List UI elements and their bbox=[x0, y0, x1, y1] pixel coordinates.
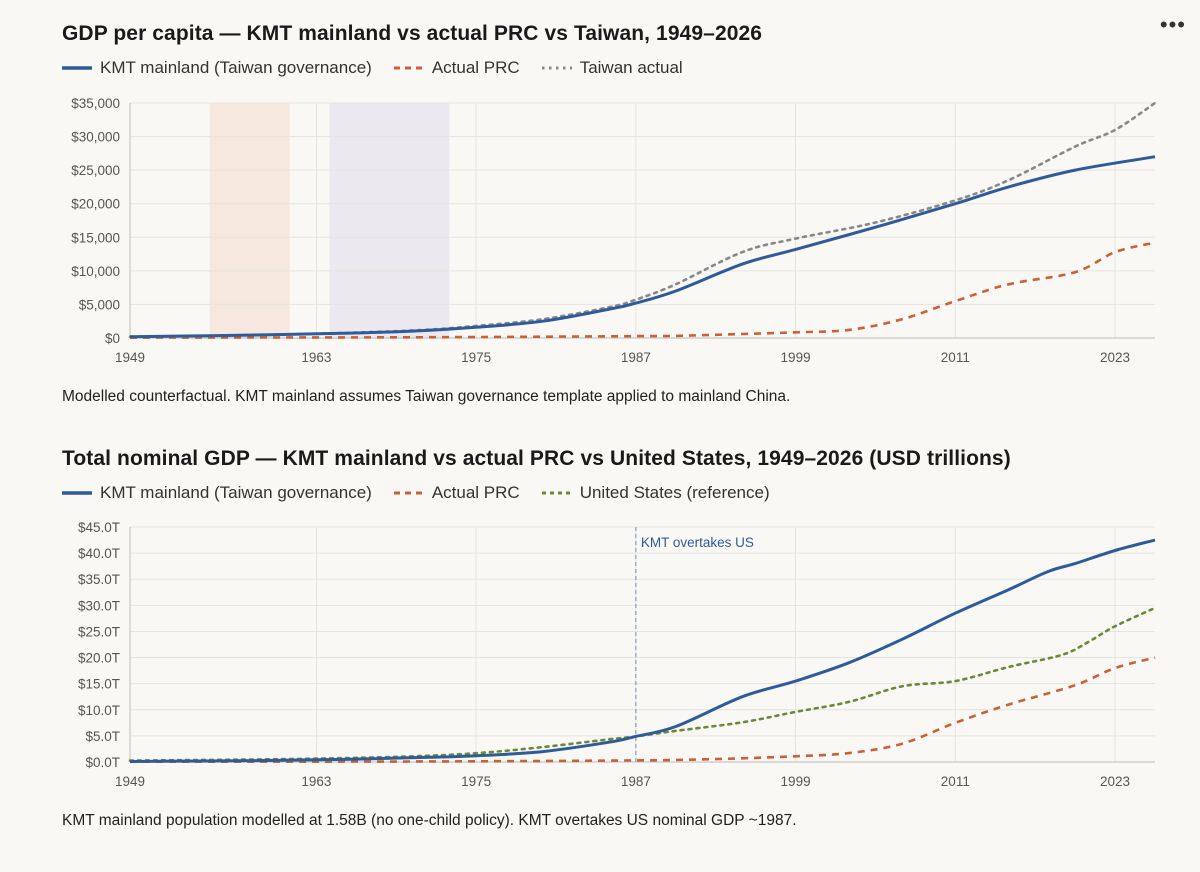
chart-2-x-tick-label: 2011 bbox=[941, 774, 970, 789]
chart-2-y-tick-label: $25.0T bbox=[78, 624, 120, 639]
legend-item-taiwan[interactable]: Taiwan actual bbox=[541, 58, 683, 78]
chart-2-series-kmt-mainland-taiwan-governance[interactable] bbox=[129, 538, 1156, 763]
more-options-icon[interactable]: ••• bbox=[1159, 12, 1186, 37]
chart-2-series-actual-prc[interactable] bbox=[130, 656, 1156, 763]
chart-1-x-tick-label: 1987 bbox=[621, 350, 651, 365]
legend-swatch-taiwan-icon bbox=[541, 66, 572, 70]
chart-1-legend: KMT mainland (Taiwan governance) Actual … bbox=[62, 58, 1172, 78]
chart-1-header: GDP per capita — KMT mainland vs actual … bbox=[62, 22, 1172, 78]
legend-label-us: United States (reference) bbox=[579, 483, 770, 502]
chart-2-x-tick-label: 1975 bbox=[461, 774, 491, 789]
chart-2-x-tick-label: 1999 bbox=[781, 774, 811, 789]
total-gdp-chart: $0.0T $5.0T $10.0T $15.0T $20.0T $25.0T $30.0T… bbox=[78, 520, 1157, 789]
chart-2-legend: KMT mainland (Taiwan governance) Actual … bbox=[62, 483, 1172, 503]
chart-1-band-0 bbox=[209, 103, 290, 338]
legend-swatch-prc-icon bbox=[393, 66, 424, 70]
chart-2-caption: KMT mainland population modelled at 1.58… bbox=[62, 812, 797, 829]
chart-1-x-tick-label: 2023 bbox=[1100, 350, 1130, 365]
chart-1-band-1 bbox=[329, 103, 450, 338]
chart-2-y-tick-label: $0.0T bbox=[85, 755, 120, 770]
chart-1-y-tick-label: $20,000 bbox=[71, 197, 120, 212]
legend-item-prc[interactable]: Actual PRC bbox=[393, 58, 520, 78]
chart-2-x-tick-label: 1949 bbox=[115, 774, 145, 789]
chart-1-x-tick-label: 2011 bbox=[941, 350, 970, 365]
legend-label-kmt-2: KMT mainland (Taiwan governance) bbox=[100, 483, 372, 502]
chart-1-x-tick-label: 1963 bbox=[301, 350, 331, 365]
chart-1-x-tick-label: 1975 bbox=[461, 350, 491, 365]
chart-1-y-tick-label: $0 bbox=[105, 331, 120, 346]
chart-2-y-tick-label: $5.0T bbox=[85, 729, 120, 744]
legend-item-kmt[interactable]: KMT mainland (Taiwan governance) bbox=[62, 58, 372, 78]
chart-2-y-tick-label: $30.0T bbox=[78, 598, 120, 613]
legend-label-kmt: KMT mainland (Taiwan governance) bbox=[100, 58, 372, 77]
chart-1-y-tick-label: $25,000 bbox=[71, 163, 120, 178]
chart-2-y-tick-label: $10.0T bbox=[78, 703, 120, 718]
legend-label-taiwan: Taiwan actual bbox=[579, 58, 683, 77]
chart-2-annotation-label: KMT overtakes US bbox=[641, 535, 754, 550]
chart-2-y-tick-label: $40.0T bbox=[78, 546, 120, 561]
chart-2-y-tick-label: $45.0T bbox=[78, 520, 120, 535]
legend-swatch-kmt-icon bbox=[62, 66, 92, 70]
legend-item-prc-2[interactable]: Actual PRC bbox=[393, 483, 520, 503]
chart-2-x-tick-label: 1963 bbox=[301, 774, 331, 789]
chart-2-series-united-states-reference[interactable] bbox=[128, 606, 1157, 762]
chart-2-header: Total nominal GDP — KMT mainland vs actu… bbox=[62, 447, 1172, 503]
chart-2-y-tick-label: $15.0T bbox=[78, 677, 120, 692]
chart-1-y-tick-label: $15,000 bbox=[71, 230, 120, 245]
legend-swatch-us-icon bbox=[541, 491, 572, 495]
chart-1-title: GDP per capita — KMT mainland vs actual … bbox=[62, 22, 763, 45]
chart-2-title: Total nominal GDP — KMT mainland vs actu… bbox=[62, 447, 1011, 470]
legend-label-prc-2: Actual PRC bbox=[431, 483, 520, 502]
legend-item-us[interactable]: United States (reference) bbox=[541, 483, 770, 503]
chart-1-y-tick-label: $30,000 bbox=[71, 130, 120, 145]
chart-1-x-tick-label: 1949 bbox=[115, 350, 145, 365]
legend-item-kmt-2[interactable]: KMT mainland (Taiwan governance) bbox=[62, 483, 372, 503]
legend-swatch-prc-2-icon bbox=[393, 491, 424, 495]
chart-1-y-tick-label: $35,000 bbox=[71, 96, 120, 111]
chart-2-y-tick-label: $20.0T bbox=[78, 651, 120, 666]
chart-2-x-tick-label: 1987 bbox=[621, 774, 651, 789]
chart-1-x-tick-label: 1999 bbox=[781, 350, 811, 365]
legend-label-prc: Actual PRC bbox=[431, 58, 520, 77]
chart-2-y-tick-label: $35.0T bbox=[78, 572, 120, 587]
legend-swatch-kmt-2-icon bbox=[62, 491, 92, 495]
chart-2-x-tick-label: 2023 bbox=[1100, 774, 1130, 789]
chart-1-series-actual-prc[interactable] bbox=[129, 241, 1156, 339]
chart-1-y-tick-label: $10,000 bbox=[71, 264, 120, 279]
chart-1-caption: Modelled counterfactual. KMT mainland as… bbox=[62, 388, 791, 405]
chart-1-series-kmt-mainland-taiwan-governance[interactable] bbox=[129, 155, 1156, 339]
chart-1-y-tick-label: $5,000 bbox=[79, 297, 120, 312]
gdp-per-capita-chart: $0 $5,000 $10,000 $15,000 $20,000 $25,000 $30,… bbox=[71, 96, 1157, 365]
